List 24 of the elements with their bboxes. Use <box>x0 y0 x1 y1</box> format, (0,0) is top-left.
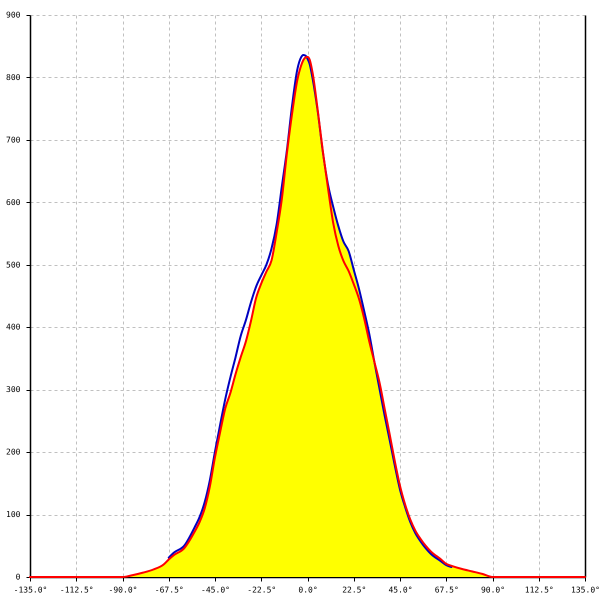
x-tick-label: 135.0° <box>571 586 600 594</box>
x-tick-label: 112.5° <box>524 586 554 594</box>
x-tick-label: 45.0° <box>388 586 413 594</box>
x-tick-label: -135.0° <box>14 586 48 594</box>
x-tick-label: 0.0° <box>298 586 318 594</box>
x-tick-label: 22.5° <box>342 586 366 594</box>
y-tick-label: 600 <box>6 198 21 207</box>
y-tick-label: 900 <box>6 10 21 20</box>
x-tick-label: 90.0° <box>480 586 506 594</box>
y-tick-label: 700 <box>6 135 21 144</box>
x-tick-label: -22.5° <box>247 586 276 594</box>
line-series <box>168 54 452 568</box>
y-tick-label: 0 <box>16 572 21 582</box>
x-tick-label: -67.5° <box>154 586 184 594</box>
x-tick-label: -45.0° <box>201 586 230 594</box>
y-tick-label: 500 <box>6 260 21 270</box>
y-tick-label: 200 <box>6 448 21 457</box>
y-tick-label: 400 <box>6 322 21 332</box>
x-tick-label: -112.5° <box>60 586 94 594</box>
x-tick-label: -90.0° <box>108 586 138 594</box>
y-tick-label: 100 <box>6 510 21 520</box>
y-tick-label: 300 <box>6 385 21 394</box>
y-tick-label: 800 <box>6 72 21 82</box>
x-tick-label: 67.5° <box>434 586 459 594</box>
